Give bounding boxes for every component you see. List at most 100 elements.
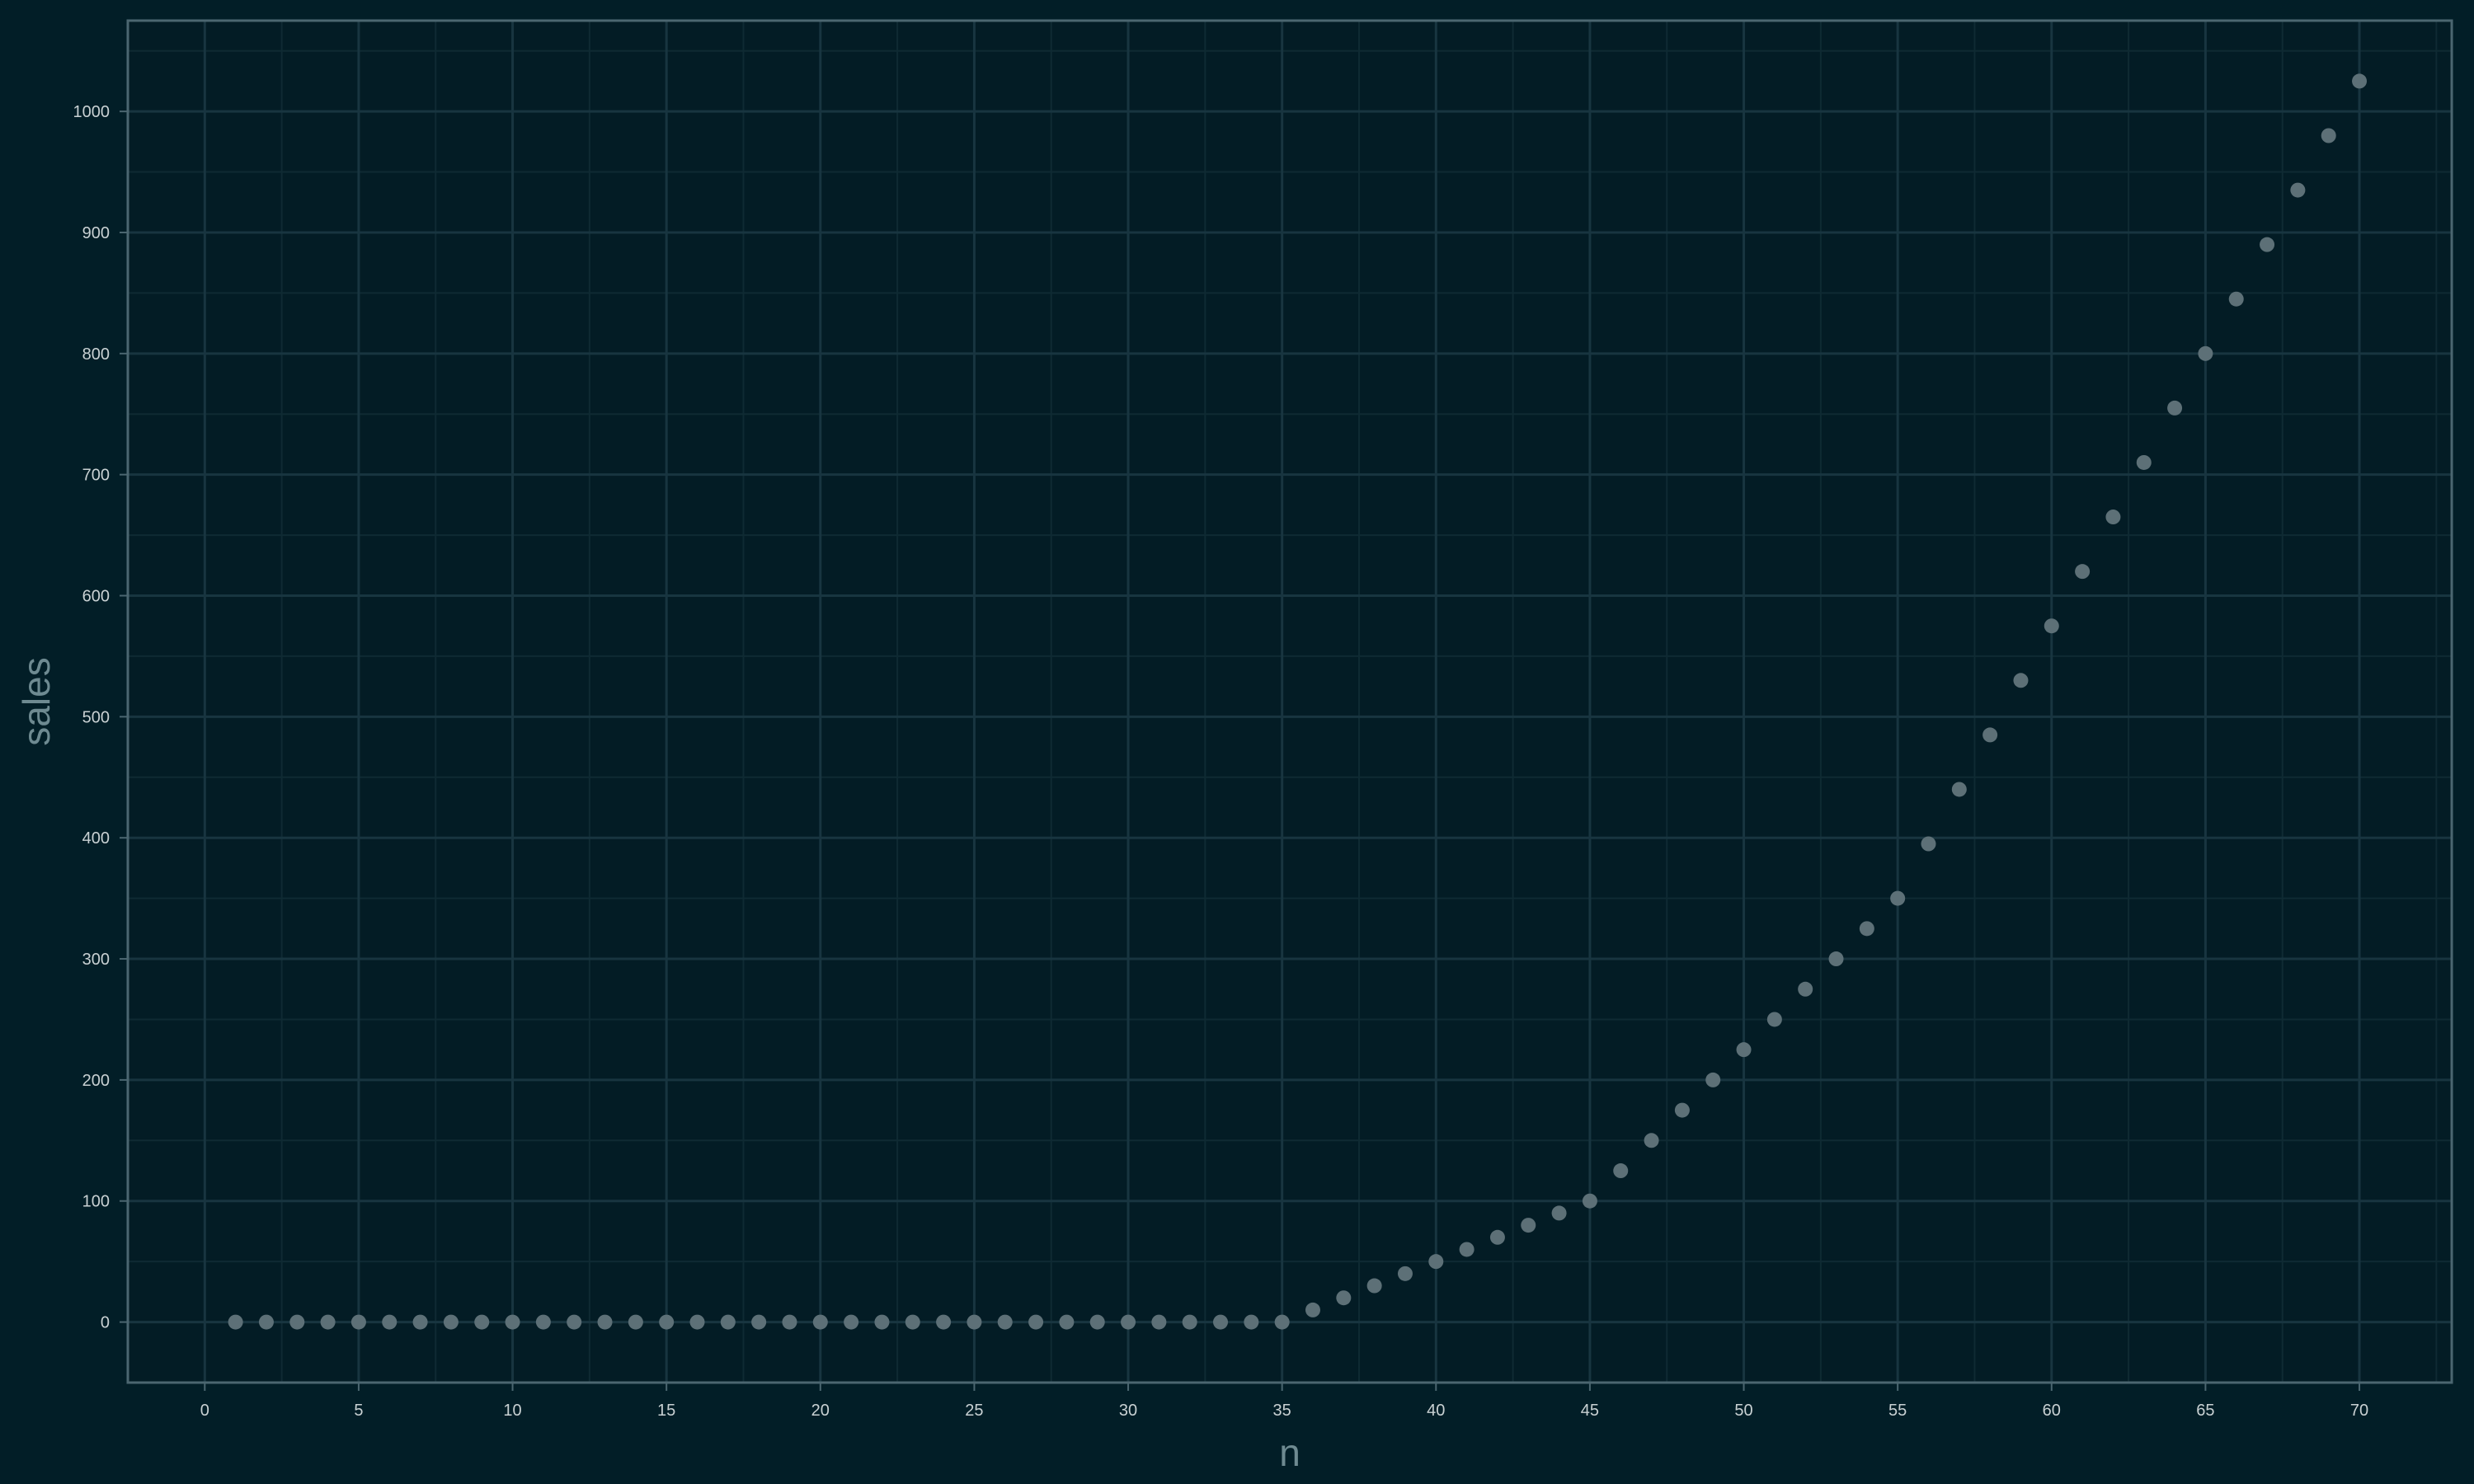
data-point <box>2321 128 2336 143</box>
data-point <box>289 1314 305 1330</box>
x-axis-ticks: 0 5 10 15 20 25 30 35 40 45 50 55 60 65 70 <box>200 1383 2368 1420</box>
data-point <box>1489 1229 1505 1245</box>
x-tick-label: 15 <box>657 1402 675 1420</box>
data-point <box>2290 182 2306 198</box>
x-tick-label: 70 <box>2350 1402 2368 1420</box>
data-point <box>505 1314 520 1330</box>
data-point <box>1397 1266 1413 1281</box>
data-point <box>936 1314 952 1330</box>
data-point <box>967 1314 982 1330</box>
x-tick-label: 25 <box>965 1402 983 1420</box>
data-point <box>1766 1012 1782 1027</box>
data-point <box>720 1314 736 1330</box>
y-tick-label: 900 <box>82 224 110 242</box>
data-point <box>905 1314 920 1330</box>
y-tick-label: 700 <box>82 467 110 485</box>
plot-panel <box>128 21 2452 1383</box>
data-point <box>1336 1290 1352 1306</box>
data-point <box>1982 727 1998 743</box>
data-points <box>228 73 2368 1330</box>
y-tick-label: 1000 <box>73 103 111 121</box>
data-point <box>597 1314 613 1330</box>
data-point <box>1274 1314 1290 1330</box>
data-point <box>1459 1242 1475 1257</box>
data-point <box>567 1314 582 1330</box>
data-point <box>443 1314 459 1330</box>
data-point <box>628 1314 643 1330</box>
data-point <box>1644 1133 1659 1148</box>
data-point <box>2136 454 2152 470</box>
data-point <box>1951 782 1967 797</box>
data-point <box>2013 673 2029 688</box>
data-point <box>1674 1102 1690 1118</box>
minor-gridlines <box>127 21 2452 1383</box>
x-tick-label: 55 <box>1888 1402 1907 1420</box>
y-tick-label: 500 <box>82 708 110 726</box>
data-point <box>812 1314 828 1330</box>
data-point <box>1059 1314 1075 1330</box>
y-axis-title: sales <box>15 657 58 745</box>
x-tick-label: 50 <box>1734 1402 1752 1420</box>
data-point <box>782 1314 797 1330</box>
data-point <box>1121 1314 1136 1330</box>
y-tick-label: 800 <box>82 345 110 364</box>
x-tick-label: 0 <box>200 1402 209 1420</box>
y-tick-label: 100 <box>82 1193 110 1211</box>
y-tick-label: 200 <box>82 1072 110 1090</box>
data-point <box>2167 400 2183 416</box>
y-tick-label: 0 <box>101 1314 110 1332</box>
y-axis-ticks: 0 100 200 300 400 500 600 700 800 900 1000 <box>73 103 128 1332</box>
x-tick-label: 60 <box>2043 1402 2061 1420</box>
x-tick-label: 30 <box>1119 1402 1137 1420</box>
data-point <box>997 1314 1013 1330</box>
data-point <box>2352 73 2368 89</box>
x-tick-label: 10 <box>503 1402 521 1420</box>
data-point <box>1613 1163 1629 1179</box>
data-point <box>1089 1314 1105 1330</box>
data-point <box>1828 951 1844 967</box>
data-point <box>2105 510 2121 525</box>
plot-border <box>126 19 2453 1384</box>
data-point <box>1182 1314 1197 1330</box>
data-point <box>2075 564 2091 580</box>
data-point <box>659 1314 675 1330</box>
data-point <box>2260 237 2275 252</box>
y-tick-label: 400 <box>82 829 110 848</box>
data-point <box>535 1314 551 1330</box>
data-point <box>2198 345 2213 361</box>
x-tick-label: 20 <box>811 1402 830 1420</box>
data-point <box>1244 1314 1259 1330</box>
data-point <box>350 1314 366 1330</box>
data-point <box>228 1314 243 1330</box>
y-tick-label: 600 <box>82 588 110 606</box>
data-point <box>412 1314 428 1330</box>
data-point <box>1366 1278 1382 1294</box>
data-point <box>1736 1042 1752 1058</box>
x-tick-label: 45 <box>1581 1402 1599 1420</box>
data-point <box>1859 921 1874 937</box>
data-point <box>320 1314 336 1330</box>
data-point <box>382 1314 397 1330</box>
data-point <box>474 1314 490 1330</box>
data-point <box>1921 836 1936 852</box>
data-point <box>751 1314 767 1330</box>
data-point <box>258 1314 274 1330</box>
data-point <box>1582 1193 1597 1209</box>
data-point <box>689 1314 705 1330</box>
data-point <box>1305 1302 1320 1317</box>
major-gridlines <box>128 21 2452 1383</box>
data-point <box>1551 1205 1567 1221</box>
data-point <box>1028 1314 1044 1330</box>
x-tick-label: 5 <box>354 1402 363 1420</box>
data-point <box>2228 291 2244 307</box>
data-point <box>2044 618 2059 634</box>
x-tick-label: 65 <box>2196 1402 2214 1420</box>
data-point <box>1705 1072 1721 1087</box>
x-axis-title: n <box>1279 1431 1300 1474</box>
data-point <box>844 1314 859 1330</box>
data-point <box>1521 1218 1536 1233</box>
data-point <box>1890 890 1906 906</box>
data-point <box>1428 1254 1444 1270</box>
data-point <box>1151 1314 1167 1330</box>
